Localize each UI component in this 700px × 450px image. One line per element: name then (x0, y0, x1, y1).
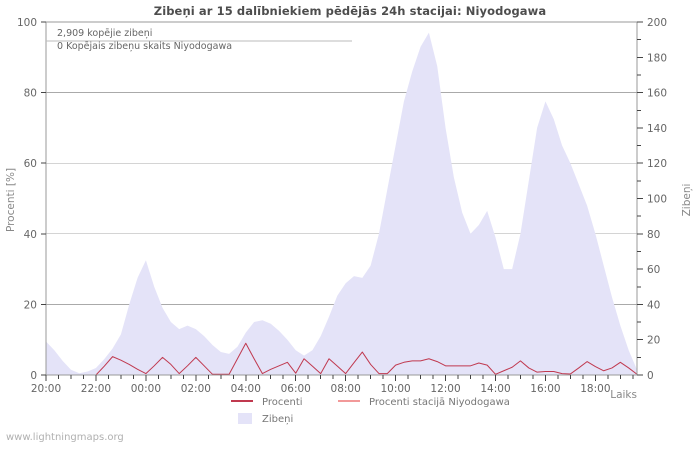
svg-text:180: 180 (647, 52, 667, 64)
svg-text:80: 80 (24, 88, 37, 100)
chart-legend: Procenti Procenti stacijā Niyodogawa Zib… (231, 397, 510, 425)
axis-ticks (41, 21, 643, 381)
svg-text:04:00: 04:00 (231, 383, 261, 395)
svg-text:00:00: 00:00 (131, 383, 161, 395)
svg-text:08:00: 08:00 (331, 383, 361, 395)
svg-text:100: 100 (647, 194, 667, 206)
svg-text:200: 200 (647, 17, 667, 29)
svg-text:10:00: 10:00 (380, 383, 410, 395)
y2-axis-label: Zibeņi (681, 184, 693, 217)
svg-text:02:00: 02:00 (181, 383, 211, 395)
chart-svg: 0 20 40 60 80 100 0 20 40 60 80 100 120 140 160 180 200 2… (5, 17, 693, 425)
svg-text:16:00: 16:00 (530, 383, 560, 395)
svg-text:160: 160 (647, 88, 667, 100)
svg-text:06:00: 06:00 (281, 383, 311, 395)
legend-label-procenti-stacija: Procenti stacijā Niyodogawa (369, 397, 510, 408)
site-footer: www.lightningmaps.org (6, 432, 124, 443)
svg-text:22:00: 22:00 (81, 383, 111, 395)
svg-text:100: 100 (17, 17, 37, 29)
svg-text:0: 0 (647, 370, 654, 382)
svg-text:60: 60 (647, 264, 660, 276)
svg-text:14:00: 14:00 (480, 383, 510, 395)
legend-swatch-zibeni (238, 413, 252, 424)
svg-text:18:00: 18:00 (580, 383, 610, 395)
svg-text:120: 120 (647, 158, 667, 170)
svg-text:20: 20 (24, 299, 37, 311)
x-axis-label: Laiks (610, 389, 637, 401)
annotation-station-strokes: 0 Kopējais zibeņu skaits Niyodogawa (57, 41, 232, 52)
svg-text:40: 40 (647, 299, 660, 311)
legend-label-procenti: Procenti (262, 397, 303, 408)
svg-text:20:00: 20:00 (31, 383, 61, 395)
legend-label-zibeni: Zibeņi (262, 414, 293, 425)
lightning-area-series (46, 32, 637, 376)
annotation-total-strokes: 2,909 kopējie zibeņi (57, 28, 152, 39)
svg-text:12:00: 12:00 (430, 383, 460, 395)
svg-text:60: 60 (24, 158, 37, 170)
svg-text:140: 140 (647, 123, 667, 135)
chart-title: Zibeņi ar 15 dalībniekiem pēdējās 24h st… (153, 4, 547, 18)
svg-text:40: 40 (24, 229, 37, 241)
svg-text:0: 0 (30, 370, 37, 382)
axis-tick-labels: 0 20 40 60 80 100 0 20 40 60 80 100 120 140 160 180 200 2… (17, 17, 667, 395)
y-axis-label: Procenti [%] (5, 168, 17, 232)
svg-text:20: 20 (647, 335, 660, 347)
svg-text:80: 80 (647, 229, 660, 241)
